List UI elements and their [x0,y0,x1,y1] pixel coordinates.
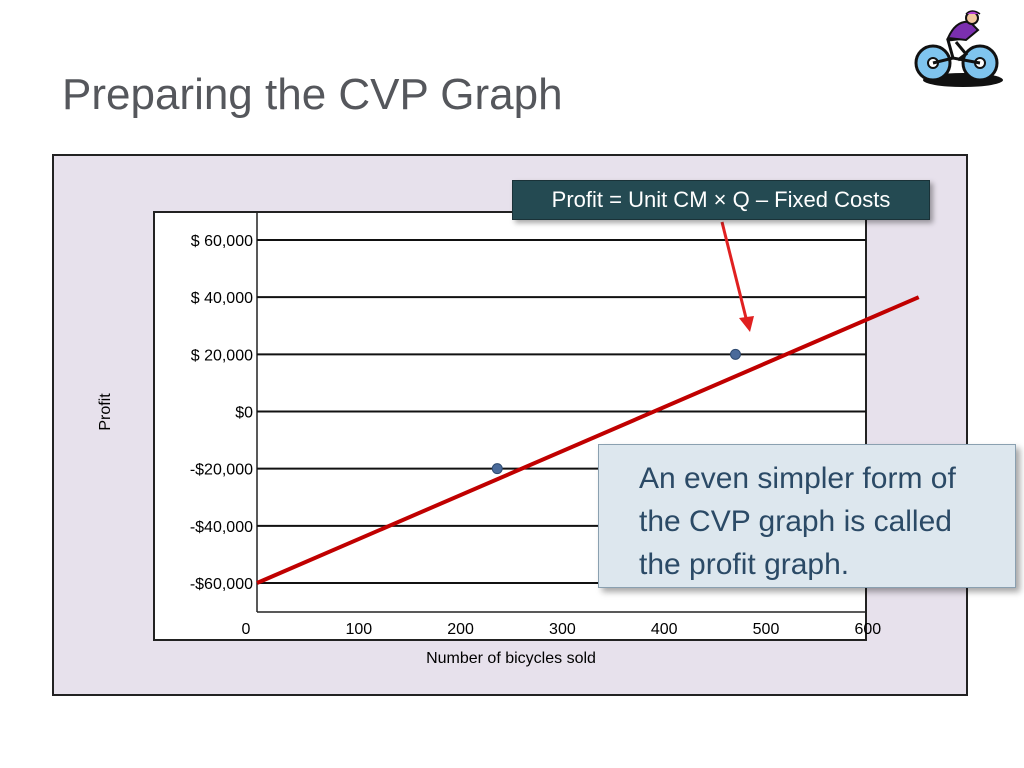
x-axis-title: Number of bicycles sold [426,650,596,667]
arrow-head [739,316,754,332]
y-tick-label: -$60,000 [190,576,253,593]
arrow-shaft [720,221,748,319]
y-tick-label: -$20,000 [190,462,253,479]
profit-line [256,295,920,585]
x-tick-labels: 0 100 200 300 400 500 600 [242,621,882,638]
x-tick-label: 0 [242,621,251,638]
x-tick-label: 600 [854,621,881,638]
cyclist-icon [914,10,1003,87]
y-tick-label: $ 60,000 [191,233,253,250]
y-axis-title: Profit [97,393,114,431]
x-tick-label: 500 [753,621,780,638]
y-tick-label: -$40,000 [190,519,253,536]
y-tick-label: $0 [235,405,253,422]
x-tick-label: 300 [549,621,576,638]
callout-box: An even simpler form of the CVP graph is… [598,444,1016,588]
formula-box: Profit = Unit CM × Q – Fixed Costs [512,180,930,220]
y-tick-labels: $ 60,000 $ 40,000 $ 20,000 $0 -$20,000 -$40,0… [190,233,253,593]
x-tick-label: 400 [651,621,678,638]
x-tick-label: 200 [447,621,474,638]
slide-title: Preparing the CVP Graph [62,70,563,119]
data-point [491,463,503,475]
series-group [256,295,920,585]
data-point [729,348,741,360]
x-tick-label: 100 [345,621,372,638]
formula-arrow [720,221,754,332]
y-tick-label: $ 40,000 [191,290,253,307]
y-tick-label: $ 20,000 [191,347,253,364]
